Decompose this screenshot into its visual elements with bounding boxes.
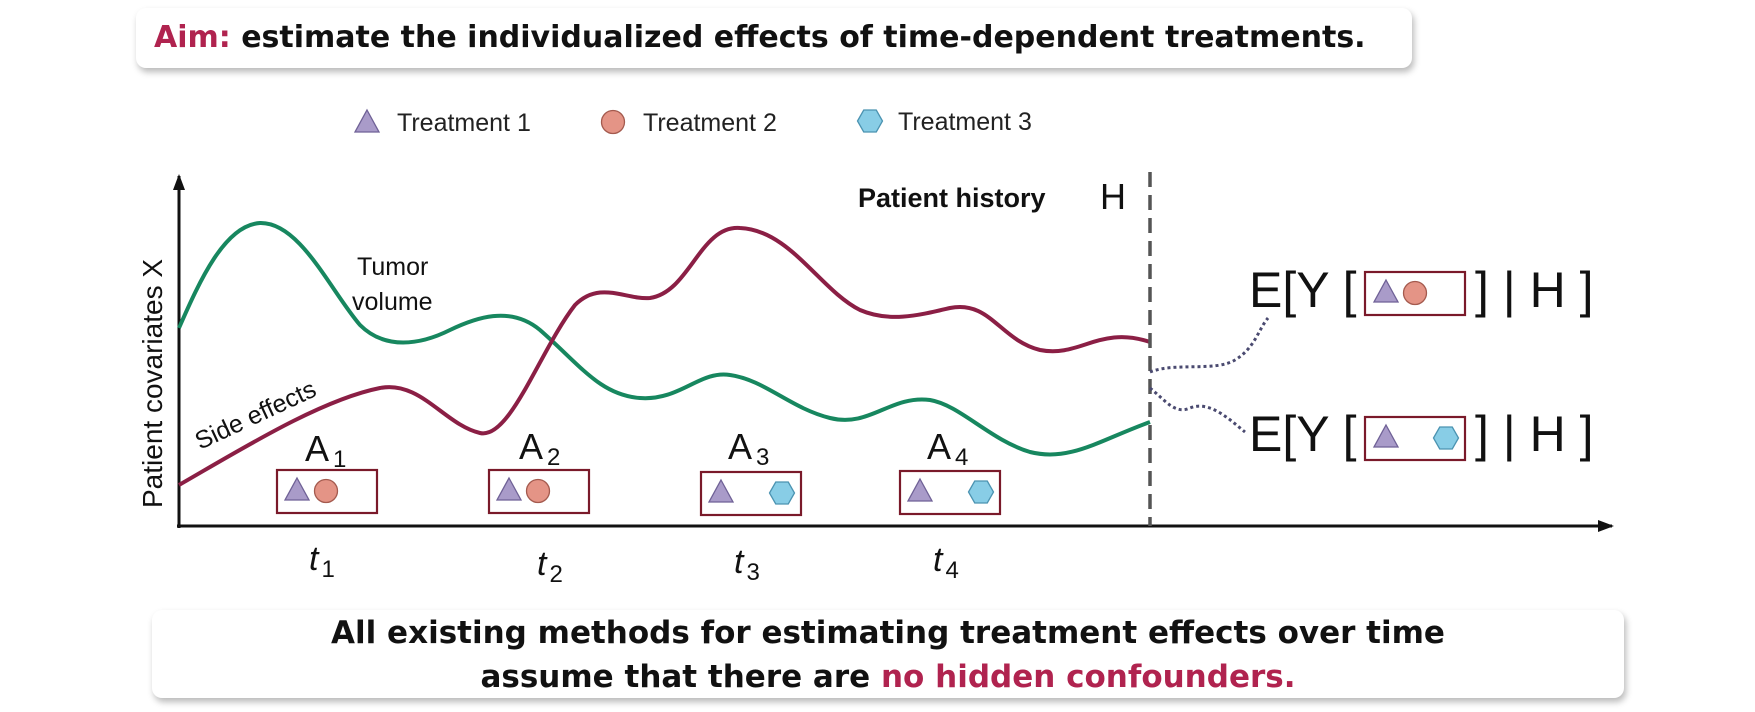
circle-icon xyxy=(525,478,551,504)
triangle-icon xyxy=(354,109,380,133)
legend-treatment-2: Treatment 2 xyxy=(600,109,777,137)
legend-treatment-3: Treatment 3 xyxy=(856,108,1032,136)
circle-icon xyxy=(600,109,626,135)
conclusion-highlight: no hidden confounders. xyxy=(880,659,1296,695)
circle-icon xyxy=(1402,280,1428,306)
outcome-1-suffix: ] | H ] xyxy=(1475,262,1594,318)
conclusion-line-1: All existing methods for estimating trea… xyxy=(331,615,1445,651)
hexagon-icon xyxy=(768,481,796,505)
outcome-1-prefix: E[Y [ xyxy=(1249,262,1357,318)
legend-treatment-1: Treatment 1 xyxy=(354,109,531,137)
tumor-volume-label-line2: volume xyxy=(352,288,433,316)
outcome-2-prefix: E[Y [ xyxy=(1249,406,1357,462)
outcome-link-2 xyxy=(1149,386,1246,434)
conclusion-line-2: assume that there are no hidden confound… xyxy=(152,655,1624,699)
patient-history-label: Patient history xyxy=(858,183,1046,213)
conclusion-banner: All existing methods for estimating trea… xyxy=(152,610,1624,698)
outcome-2: E[Y [ ] | H ] xyxy=(1249,406,1594,462)
outcome-2-suffix: ] | H ] xyxy=(1475,406,1594,462)
legend: Treatment 1 Treatment 2 Treatment 3 xyxy=(354,108,1032,137)
aim-banner: Aim: estimate the individualized effects… xyxy=(136,8,1412,68)
patient-history-symbol: H xyxy=(1100,176,1126,217)
hexagon-icon xyxy=(1432,426,1460,450)
outcome-1: E[Y [ ] | H ] xyxy=(1249,262,1594,318)
legend-label-treatment-3: Treatment 3 xyxy=(898,108,1032,136)
y-axis-label: Patient covariates X xyxy=(137,259,168,508)
hexagon-icon xyxy=(856,109,884,133)
circle-icon xyxy=(313,478,339,504)
legend-label-treatment-1: Treatment 1 xyxy=(397,109,531,137)
legend-label-treatment-2: Treatment 2 xyxy=(643,109,777,137)
conclusion-line-2-prefix: assume that there are xyxy=(480,659,881,695)
outcome-link-1 xyxy=(1149,317,1270,374)
tumor-volume-label-line1: Tumor xyxy=(357,253,428,281)
tumor-volume-curve xyxy=(177,220,1151,457)
aim-text: estimate the individualized effects of t… xyxy=(230,20,1366,55)
hexagon-icon xyxy=(967,480,995,504)
diagram-canvas: Treatment 1 Treatment 2 Treatment 3 Pati… xyxy=(137,108,1614,588)
side-effects-curve xyxy=(178,225,1151,487)
aim-label: Aim: xyxy=(154,20,231,55)
